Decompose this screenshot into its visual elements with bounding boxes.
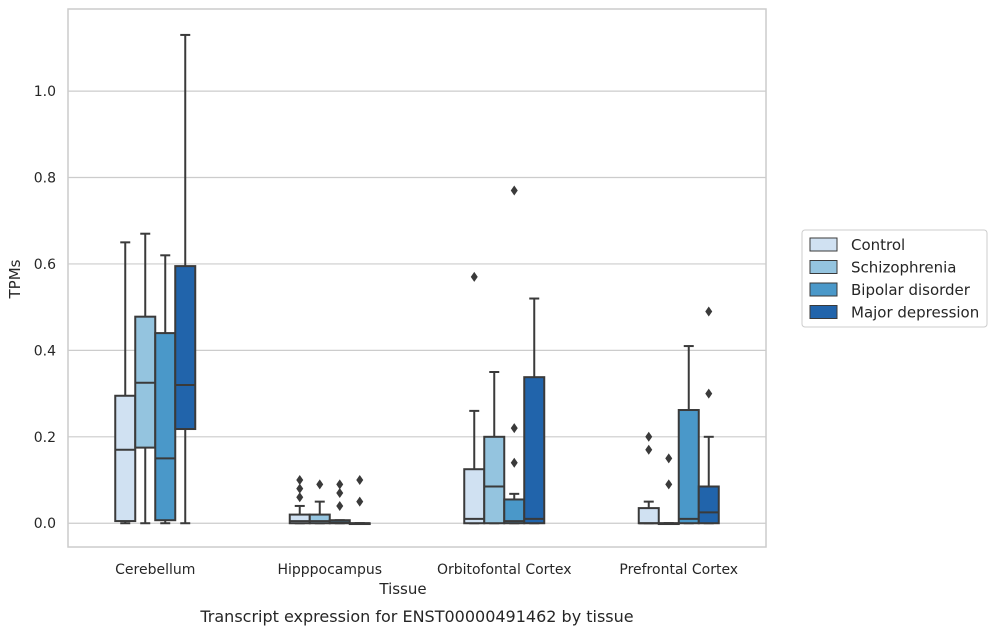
legend-label: Control [851, 236, 905, 254]
box [523, 376, 546, 525]
outlier-point [665, 453, 673, 464]
outlier-point [296, 492, 304, 503]
outlier-point [510, 185, 518, 196]
legend-swatch [809, 305, 838, 319]
legend-swatch [809, 282, 838, 297]
x-tick-label: Cerebellum [115, 562, 195, 578]
box-group [154, 254, 177, 525]
y-axis-ticks: 0.0 0.2 0.4 0.6 0.8 1.0 [34, 84, 56, 532]
outlier-point [316, 479, 324, 490]
y-axis-label: TPMs [6, 259, 24, 299]
box-group [677, 345, 700, 525]
box-series [114, 33, 720, 526]
box-group [463, 271, 486, 525]
x-tick-label: Prefrontal Cortex [619, 562, 738, 578]
legend-swatch [809, 237, 838, 252]
outlier-point [296, 483, 304, 494]
box-group [348, 475, 371, 526]
box [697, 485, 720, 525]
outlier-point [470, 271, 478, 282]
box [637, 507, 660, 525]
x-tick-label: Hipppocampus [277, 562, 382, 578]
box [174, 265, 197, 431]
legend-swatch [809, 260, 838, 274]
box-group [288, 475, 311, 525]
plot-frame [67, 8, 767, 548]
chart-caption: Transcript expression for ENST0000049146… [199, 607, 633, 626]
y-tick-label: 1.0 [34, 84, 56, 100]
outlier-point [510, 457, 518, 468]
x-tick-label: Orbitofontal Cortex [437, 562, 572, 578]
box [154, 332, 177, 522]
y-tick-label: 0.0 [34, 516, 56, 532]
box [308, 513, 331, 525]
outlier-point [705, 306, 713, 317]
box-group [637, 431, 660, 525]
box-group [523, 297, 546, 525]
box-group [174, 33, 197, 525]
legend-label: Bipolar disorder [851, 281, 971, 299]
legend: Control Schizophrenia Bipolar disorder Majo… [801, 229, 988, 328]
box-group [483, 370, 506, 525]
outlier-point [356, 496, 364, 507]
outlier-point [336, 479, 344, 490]
box [677, 409, 700, 525]
box-group [134, 232, 157, 525]
legend-label: Major depression [851, 304, 979, 322]
outlier-point [336, 487, 344, 498]
outlier-point [645, 431, 653, 442]
outlier-point [510, 423, 518, 434]
y-tick-label: 0.6 [34, 257, 56, 273]
outlier-point [645, 444, 653, 455]
outlier-point [296, 475, 304, 486]
box [463, 468, 486, 525]
x-axis-label: Tissue [378, 580, 426, 598]
box-group [657, 453, 680, 526]
box [503, 498, 526, 525]
box-group [503, 185, 526, 525]
legend-frame [801, 229, 988, 328]
box-group [697, 306, 720, 525]
box [114, 394, 137, 523]
box-group [308, 479, 331, 525]
legend-label: Schizophrenia [851, 259, 956, 277]
outlier-point [705, 388, 713, 399]
outlier-point [356, 475, 364, 486]
y-tick-label: 0.2 [34, 430, 56, 446]
y-tick-label: 0.8 [34, 171, 56, 187]
box [483, 435, 506, 525]
box-group [328, 479, 351, 525]
box-group [114, 241, 137, 525]
y-tick-label: 0.4 [34, 343, 56, 359]
x-axis-ticks: Cerebellum Hipppocampus Orbitofontal Corte… [115, 562, 738, 578]
outlier-point [336, 500, 344, 511]
outlier-point [665, 479, 673, 490]
